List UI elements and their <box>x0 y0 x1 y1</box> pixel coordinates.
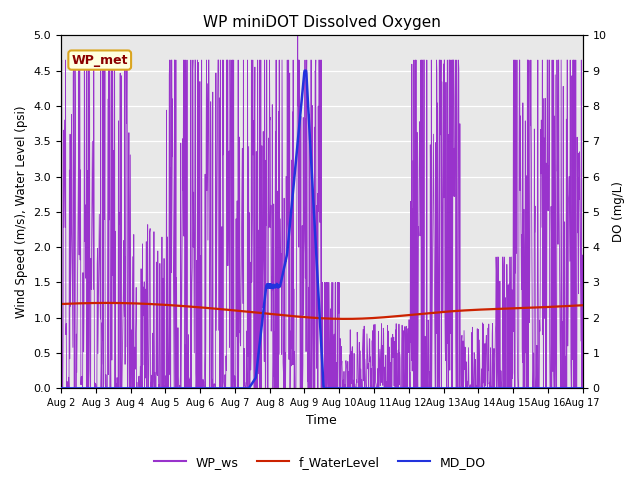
Title: WP miniDOT Dissolved Oxygen: WP miniDOT Dissolved Oxygen <box>203 15 441 30</box>
Text: WP_met: WP_met <box>72 54 128 67</box>
Y-axis label: DO (mg/L): DO (mg/L) <box>612 181 625 242</box>
Y-axis label: Wind Speed (m/s), Water Level (psi): Wind Speed (m/s), Water Level (psi) <box>15 106 28 318</box>
Legend: WP_ws, f_WaterLevel, MD_DO: WP_ws, f_WaterLevel, MD_DO <box>149 451 491 474</box>
X-axis label: Time: Time <box>307 414 337 427</box>
